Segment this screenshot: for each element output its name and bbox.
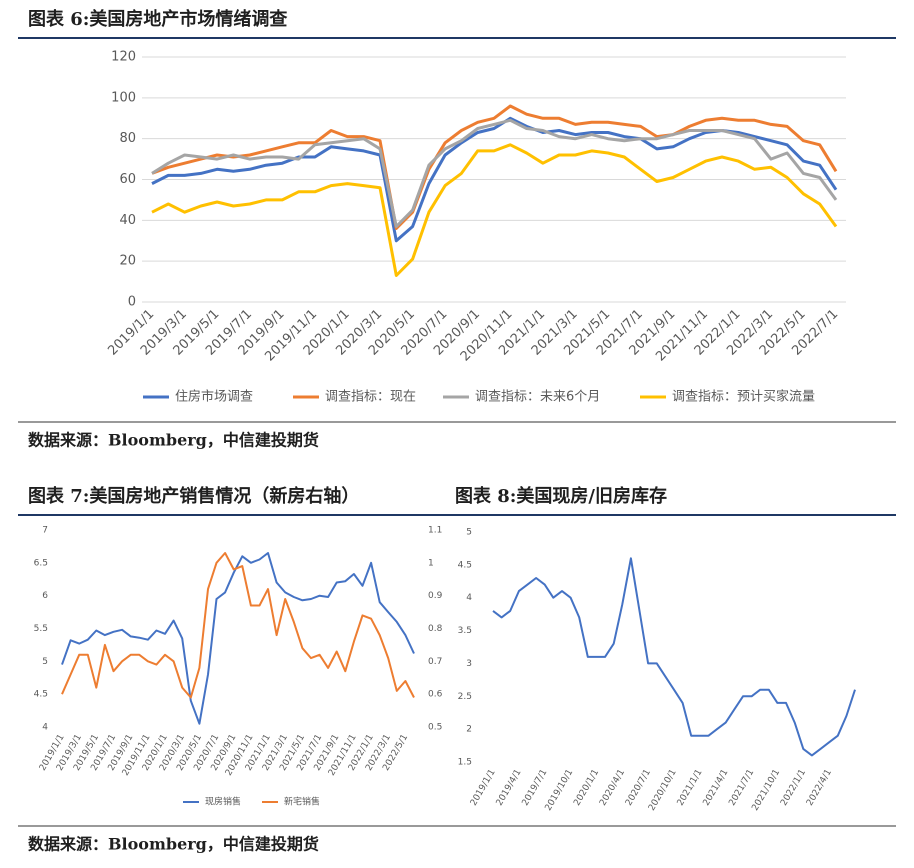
x-tick-label: 2020/4/1 xyxy=(598,768,627,808)
y-tick-label: 120 xyxy=(111,50,136,65)
series-line xyxy=(151,143,838,277)
legend-label: 新宅销售 xyxy=(284,796,320,808)
series-line xyxy=(61,552,415,699)
y-tick-label: 6.5 xyxy=(34,558,48,568)
legend-label: 住房市场调查 xyxy=(175,389,253,405)
y-tick-label: 6 xyxy=(42,591,48,601)
series-line xyxy=(151,104,838,230)
y-tick-label: 20 xyxy=(119,254,136,269)
y-tick-label: 40 xyxy=(119,213,136,228)
legend-label: 调查指标：现在 xyxy=(325,390,416,405)
series-line xyxy=(61,552,415,725)
x-tick-label: 2020/7/1 xyxy=(624,768,653,808)
y-tick-label: 5 xyxy=(466,528,472,538)
y-tick-label: 100 xyxy=(111,90,136,105)
y-tick-label: 4.5 xyxy=(34,690,48,700)
chart-title: 图表 6:美国房地产市场情绪调查 xyxy=(28,8,287,30)
chart-title: 图表 7:美国房地产销售情况（新房右轴） xyxy=(28,485,359,507)
x-tick-label: 2019/1/1 xyxy=(469,768,498,808)
y2-tick-label: 1.1 xyxy=(428,526,442,536)
y-tick-label: 1.5 xyxy=(458,758,472,768)
x-tick-label: 2021/4/1 xyxy=(702,768,731,808)
x-tick-label: 2020/1/1 xyxy=(572,768,601,808)
source-note: 数据来源：Bloomberg，中信建投期货 xyxy=(28,431,319,450)
y-tick-label: 4.5 xyxy=(458,560,472,570)
y2-tick-label: 1 xyxy=(428,558,434,568)
legend-label: 调查指标：未来6个月 xyxy=(475,390,600,405)
y2-tick-label: 0.8 xyxy=(428,624,443,634)
y-tick-label: 3.5 xyxy=(458,626,472,636)
x-tick-label: 2021/7/1 xyxy=(727,768,756,808)
y-tick-label: 5 xyxy=(42,657,48,667)
y2-tick-label: 0.5 xyxy=(428,723,442,733)
x-tick-label: 2019/7/1 xyxy=(521,768,550,808)
y2-tick-label: 0.9 xyxy=(428,591,443,601)
source-note: 数据来源：Bloomberg，中信建投期货 xyxy=(28,835,319,854)
y-tick-label: 4 xyxy=(466,593,472,603)
legend-label: 现房销售 xyxy=(205,796,241,808)
series-line xyxy=(492,557,856,757)
x-tick-label: 2019/4/1 xyxy=(495,768,524,808)
x-tick-label: 2022/1/1 xyxy=(779,768,808,808)
series-line xyxy=(151,118,838,228)
y-tick-label: 2.5 xyxy=(458,692,472,702)
y-tick-label: 60 xyxy=(119,172,136,187)
y-tick-label: 80 xyxy=(119,131,136,146)
y-tick-label: 5.5 xyxy=(34,624,48,634)
y-tick-label: 7 xyxy=(42,526,48,536)
x-tick-label: 2022/4/1 xyxy=(805,768,834,808)
y-tick-label: 3 xyxy=(466,659,472,669)
y-tick-label: 2 xyxy=(466,725,472,735)
y2-tick-label: 0.6 xyxy=(428,690,443,700)
y-tick-label: 4 xyxy=(42,723,48,733)
chart-title: 图表 8:美国现房/旧房库存 xyxy=(455,485,667,507)
y-tick-label: 0 xyxy=(128,295,136,310)
x-tick-label: 2021/1/1 xyxy=(676,768,705,808)
y2-tick-label: 0.7 xyxy=(428,657,442,667)
legend-label: 调查指标：预计买家流量 xyxy=(672,389,815,405)
